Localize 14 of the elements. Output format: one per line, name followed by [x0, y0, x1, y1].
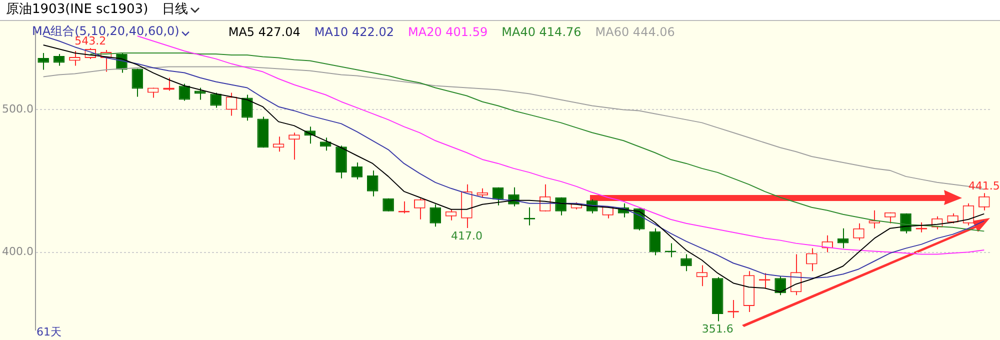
chart-subtitle: 日线	[162, 1, 190, 19]
legend-title: MA组合(5,10,20,40,60,0)	[32, 23, 180, 38]
annotation: 61天	[36, 325, 62, 338]
text: MA60 444.06	[595, 24, 675, 38]
text: MA20 401.59	[408, 24, 488, 38]
text: MA10 422.02	[314, 24, 394, 38]
annotation: 351.6	[702, 322, 734, 336]
y-tick-label: 400.0	[2, 245, 34, 258]
text: MA5 427.04	[228, 24, 300, 38]
annotation: 441.5	[968, 179, 1000, 192]
y-tick-label: 500.0	[2, 102, 34, 116]
text: MA40 414.76	[502, 24, 582, 38]
chart-title: 原油1903(INE sc1903)	[6, 1, 148, 19]
annotation: 417.0	[450, 229, 482, 242]
